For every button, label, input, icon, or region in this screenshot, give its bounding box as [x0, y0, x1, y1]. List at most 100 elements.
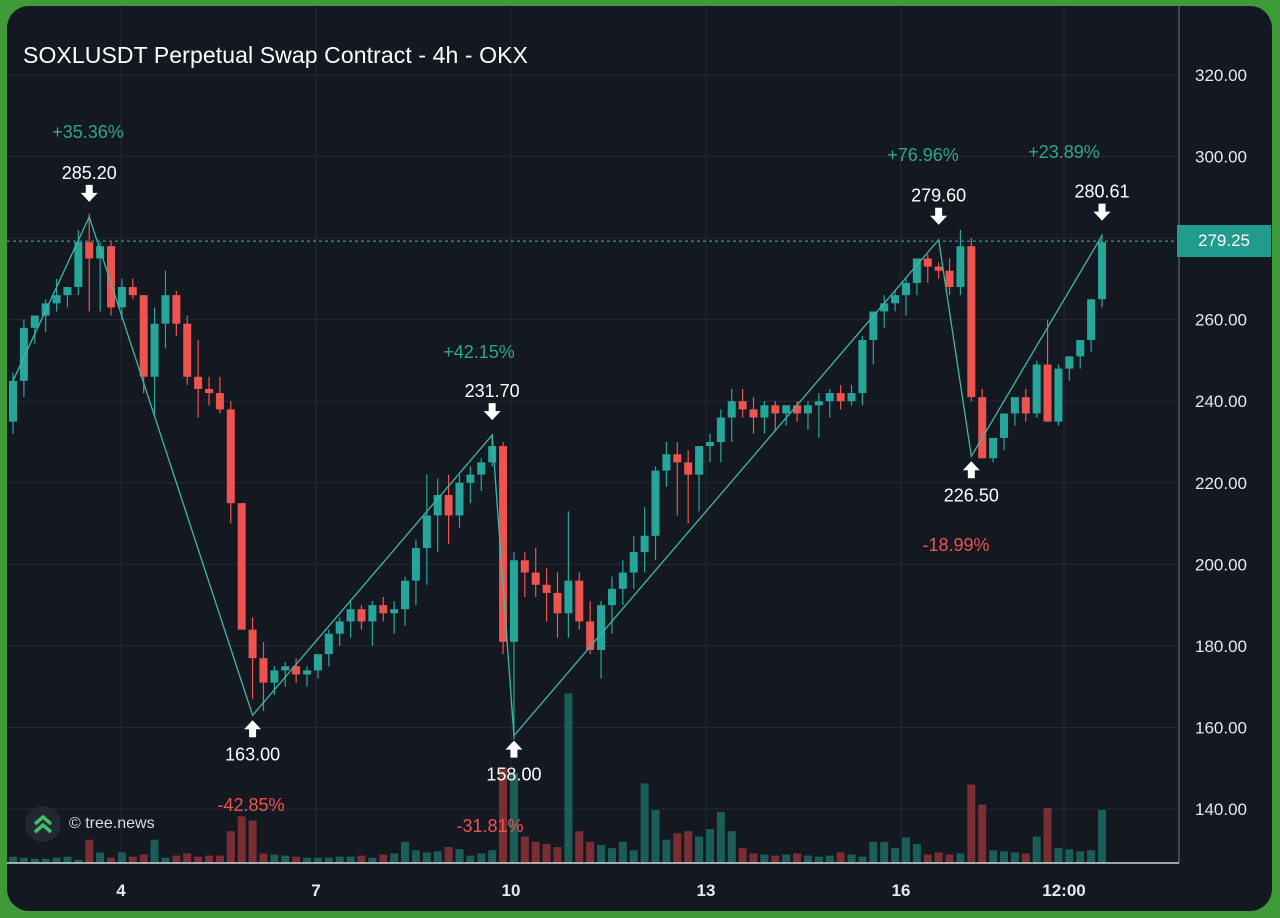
candle-body	[771, 405, 780, 414]
candle-body	[292, 666, 301, 675]
candle-body	[760, 405, 769, 418]
tree-news-chevrons-icon	[25, 806, 61, 842]
candle-body	[705, 442, 714, 447]
candle-body	[172, 295, 181, 324]
pivot-label: 158.00	[486, 765, 541, 785]
volume-bar	[139, 854, 148, 863]
volume-bar	[150, 839, 159, 863]
volume-bar	[705, 829, 714, 863]
volume-bar	[161, 857, 170, 863]
volume-bar	[901, 837, 910, 863]
volume-bar	[401, 841, 410, 863]
volume-bar	[1054, 848, 1063, 863]
volume-bar	[923, 854, 932, 863]
candle-body	[967, 246, 976, 398]
candle-body	[215, 393, 224, 410]
candle-body	[869, 311, 878, 341]
chart-title: SOXLUSDT Perpetual Swap Contract - 4h - …	[23, 42, 528, 68]
volume-bar	[259, 853, 268, 863]
axes: 4 7 10 13 16 12:00 140.00 160.00 180.00 200.00 220…	[7, 6, 1247, 900]
arrow-down-icon	[483, 403, 501, 421]
candle-body	[1054, 368, 1063, 422]
candlestick-chart[interactable]: 285.20 163.00 231.70 158.00 279.60 226.50 280.…	[7, 6, 1272, 911]
candle-body	[553, 592, 562, 614]
candle-body	[85, 242, 94, 259]
candle-body	[1098, 242, 1106, 300]
candle-body	[564, 580, 573, 614]
pivot-label: 163.00	[225, 744, 280, 764]
arrow-up-icon	[962, 461, 980, 479]
candle-body	[825, 393, 834, 402]
pivot-label: 279.60	[911, 186, 966, 206]
candle-body	[390, 609, 399, 614]
volume-bar	[945, 854, 954, 863]
volume-bar	[237, 816, 246, 863]
volume-bar	[74, 859, 83, 863]
volume-bar	[760, 854, 769, 863]
volume-bar	[978, 804, 987, 863]
volume-bar	[912, 843, 921, 863]
percent-change-label: +42.15%	[443, 342, 515, 362]
candle-body	[542, 584, 551, 593]
candle-body	[401, 580, 410, 610]
y-tick-label: 220.00	[1195, 474, 1247, 493]
volume-bar	[205, 855, 214, 863]
candle-body	[270, 670, 279, 683]
volume-bar	[542, 843, 551, 863]
y-tick-label: 320.00	[1195, 66, 1247, 85]
candle-body	[9, 380, 17, 422]
current-price-tag: 279.25	[1177, 225, 1271, 257]
volume-bar	[444, 847, 453, 863]
volume-bar	[30, 858, 39, 863]
candle-body	[1043, 364, 1052, 422]
volume-bar	[651, 810, 660, 863]
volume-bar	[85, 839, 94, 863]
volume-bar	[684, 831, 693, 863]
percent-change-label: -31.81%	[456, 816, 523, 836]
candle-body	[128, 287, 137, 296]
candle-body	[477, 462, 486, 475]
candle-body	[1065, 356, 1074, 369]
volume-bar	[172, 855, 181, 863]
y-tick-label: 200.00	[1195, 555, 1247, 574]
volume-bar	[673, 833, 682, 863]
candle-body	[640, 535, 649, 553]
candle-body	[161, 295, 170, 324]
volume-bar	[880, 841, 889, 863]
candle-body	[107, 246, 116, 308]
arrow-up-icon	[505, 740, 523, 758]
arrow-down-icon	[1093, 203, 1111, 221]
candle-body	[814, 401, 823, 406]
volume-bar	[183, 853, 192, 863]
volume-bar	[520, 836, 529, 863]
volume-bar	[586, 841, 595, 863]
volume-bar	[52, 857, 61, 863]
candle-body	[520, 560, 529, 573]
x-tick-label: 4	[116, 881, 126, 900]
volume-bar	[597, 844, 606, 863]
volume-bar	[477, 853, 486, 863]
volume-bar	[411, 850, 420, 863]
volume-bar	[1065, 849, 1074, 863]
volume-bar	[967, 784, 976, 863]
candle-body	[912, 258, 921, 283]
arrow-up-icon	[244, 720, 262, 738]
candle-body	[63, 287, 72, 296]
candle-body	[52, 295, 61, 304]
volume-bar	[346, 856, 355, 863]
candle-body	[1087, 299, 1096, 341]
volume-bar	[716, 812, 725, 863]
volume-bar	[1021, 853, 1030, 863]
volume-bar	[226, 831, 235, 863]
volume-bar	[695, 836, 704, 863]
volume-bar	[891, 848, 900, 863]
candle-body	[597, 605, 606, 650]
y-tick-label: 260.00	[1195, 311, 1247, 330]
candles	[9, 213, 1106, 740]
watermark-text: © tree.news	[69, 815, 155, 832]
arrow-down-icon	[930, 207, 948, 225]
y-tick-label: 140.00	[1195, 800, 1247, 819]
candle-body	[455, 482, 464, 516]
candle-body	[499, 446, 508, 642]
candle-body	[1021, 397, 1030, 414]
